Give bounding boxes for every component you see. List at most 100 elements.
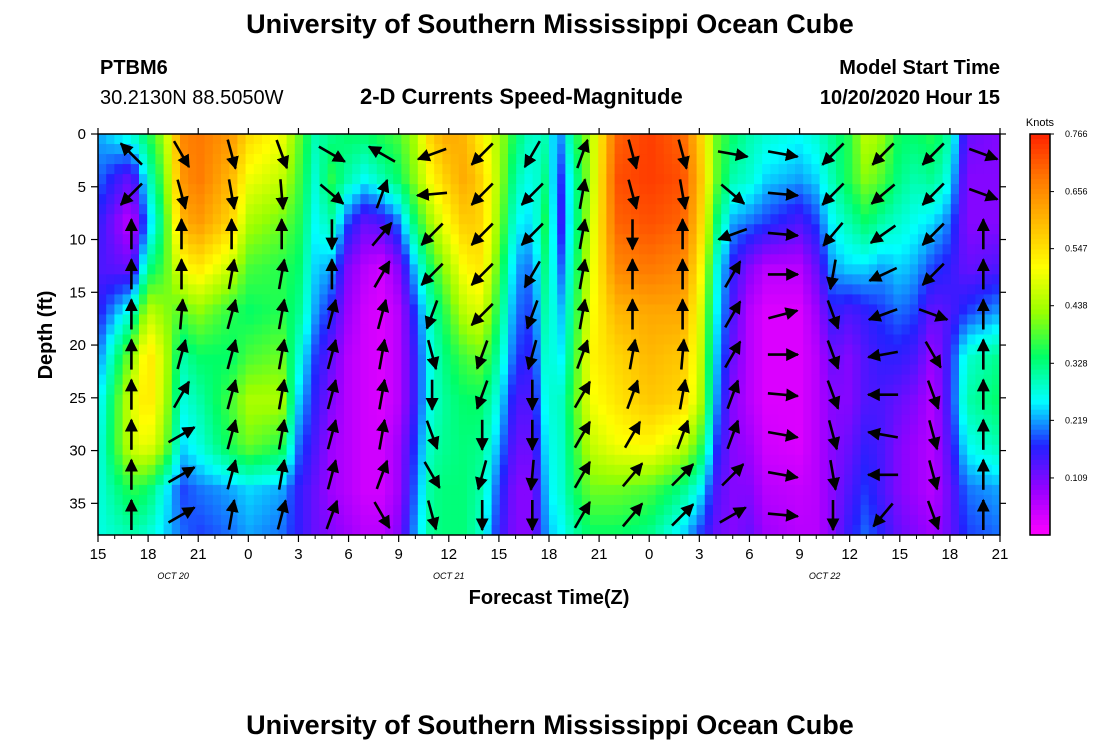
heatmap-cell <box>827 334 837 346</box>
heatmap-cell <box>467 474 476 486</box>
heatmap-cell <box>770 474 780 486</box>
heatmap-cell <box>754 474 763 486</box>
heatmap-cell <box>795 154 804 165</box>
heatmap-cell <box>106 204 115 215</box>
heatmap-cell <box>352 184 361 195</box>
heatmap-cell <box>319 174 329 185</box>
heatmap-cell <box>967 394 976 406</box>
heatmap-cell <box>467 394 476 406</box>
heatmap-cell <box>163 334 173 346</box>
heatmap-cell <box>360 404 370 416</box>
heatmap-cell <box>139 514 148 526</box>
heatmap-cell <box>819 284 829 296</box>
heatmap-cell <box>221 334 230 346</box>
current-vector-arrow <box>474 380 489 410</box>
heatmap-cell <box>926 494 935 506</box>
heatmap-cell <box>393 264 402 275</box>
heatmap-cell <box>237 284 247 296</box>
heatmap-cell <box>130 194 140 205</box>
heatmap-cell <box>417 284 427 296</box>
heatmap-cell <box>983 234 993 245</box>
heatmap-cell <box>204 324 214 336</box>
heatmap-cell <box>253 134 263 145</box>
heatmap-cell <box>327 444 337 456</box>
heatmap-cell <box>836 334 845 346</box>
heatmap-cell <box>294 434 304 446</box>
heatmap-cell <box>385 444 394 456</box>
heatmap-cell <box>171 314 181 326</box>
heatmap-cell <box>491 214 501 225</box>
colorbar-swatch <box>1030 479 1050 486</box>
heatmap-cell <box>130 434 140 446</box>
heatmap-cell <box>704 494 714 506</box>
heatmap-cell <box>581 194 591 205</box>
heatmap-cell <box>934 234 944 245</box>
heatmap-cell <box>393 444 402 456</box>
heatmap-cell <box>311 324 320 336</box>
x-tick-label: 15 <box>90 546 107 563</box>
heatmap-cell <box>901 354 911 366</box>
heatmap-cell <box>663 494 673 506</box>
heatmap-cell <box>557 454 566 466</box>
heatmap-cell <box>745 414 755 426</box>
heatmap-cell <box>188 284 197 296</box>
heatmap-cell <box>401 394 411 406</box>
heatmap-cell <box>204 184 214 195</box>
heatmap-cell <box>721 304 730 316</box>
heatmap-cell <box>467 404 476 416</box>
heatmap-cell <box>860 494 870 506</box>
heatmap-cell <box>696 204 706 215</box>
heatmap-cell <box>335 364 345 376</box>
heatmap-cell <box>901 374 911 386</box>
heatmap-cell <box>475 324 484 336</box>
heatmap-cell <box>352 364 361 376</box>
heatmap-cell <box>491 284 501 296</box>
heatmap-cell <box>745 444 755 456</box>
heatmap-cell <box>237 224 247 235</box>
heatmap-cell <box>819 364 829 376</box>
heatmap-cell <box>335 424 345 436</box>
heatmap-cell <box>221 494 230 506</box>
heatmap-cell <box>639 434 648 446</box>
heatmap-cell <box>868 254 878 265</box>
heatmap-cell <box>237 374 247 386</box>
heatmap-cell <box>762 244 771 255</box>
heatmap-cell <box>590 274 599 285</box>
heatmap-cell <box>352 154 361 165</box>
heatmap-cell <box>344 294 353 306</box>
heatmap-cell <box>171 474 181 486</box>
heatmap-cell <box>713 454 722 466</box>
heatmap-cell <box>557 384 566 396</box>
current-vector-arrow <box>376 298 390 330</box>
heatmap-cell <box>475 284 484 296</box>
heatmap-cell <box>532 234 542 245</box>
heatmap-cell <box>967 374 976 386</box>
heatmap-cell <box>467 414 476 426</box>
heatmap-cell <box>352 314 361 326</box>
heatmap-cell <box>737 394 747 406</box>
heatmap-cell <box>844 194 853 205</box>
heatmap-cell <box>770 254 780 265</box>
heatmap-cell <box>778 404 788 416</box>
heatmap-cell <box>311 244 320 255</box>
heatmap-cell <box>139 184 148 195</box>
heatmap-cell <box>868 404 878 416</box>
heatmap-cell <box>196 394 206 406</box>
heatmap-cell <box>229 394 238 406</box>
heatmap-cell <box>672 314 681 326</box>
heatmap-cell <box>294 244 304 255</box>
heatmap-cell <box>532 304 542 316</box>
heatmap-cell <box>114 354 124 366</box>
heatmap-cell <box>598 184 607 195</box>
heatmap-cell <box>286 134 296 145</box>
heatmap-cell <box>516 364 525 376</box>
heatmap-cell <box>991 174 1000 185</box>
current-vector-arrow <box>416 147 447 162</box>
heatmap-cell <box>270 494 279 506</box>
heatmap-cell <box>434 234 443 245</box>
heatmap-cell <box>204 464 214 476</box>
heatmap-cell <box>393 274 402 285</box>
heatmap-cell <box>106 304 115 316</box>
heatmap-cell <box>647 314 657 326</box>
heatmap-cell <box>204 404 214 416</box>
